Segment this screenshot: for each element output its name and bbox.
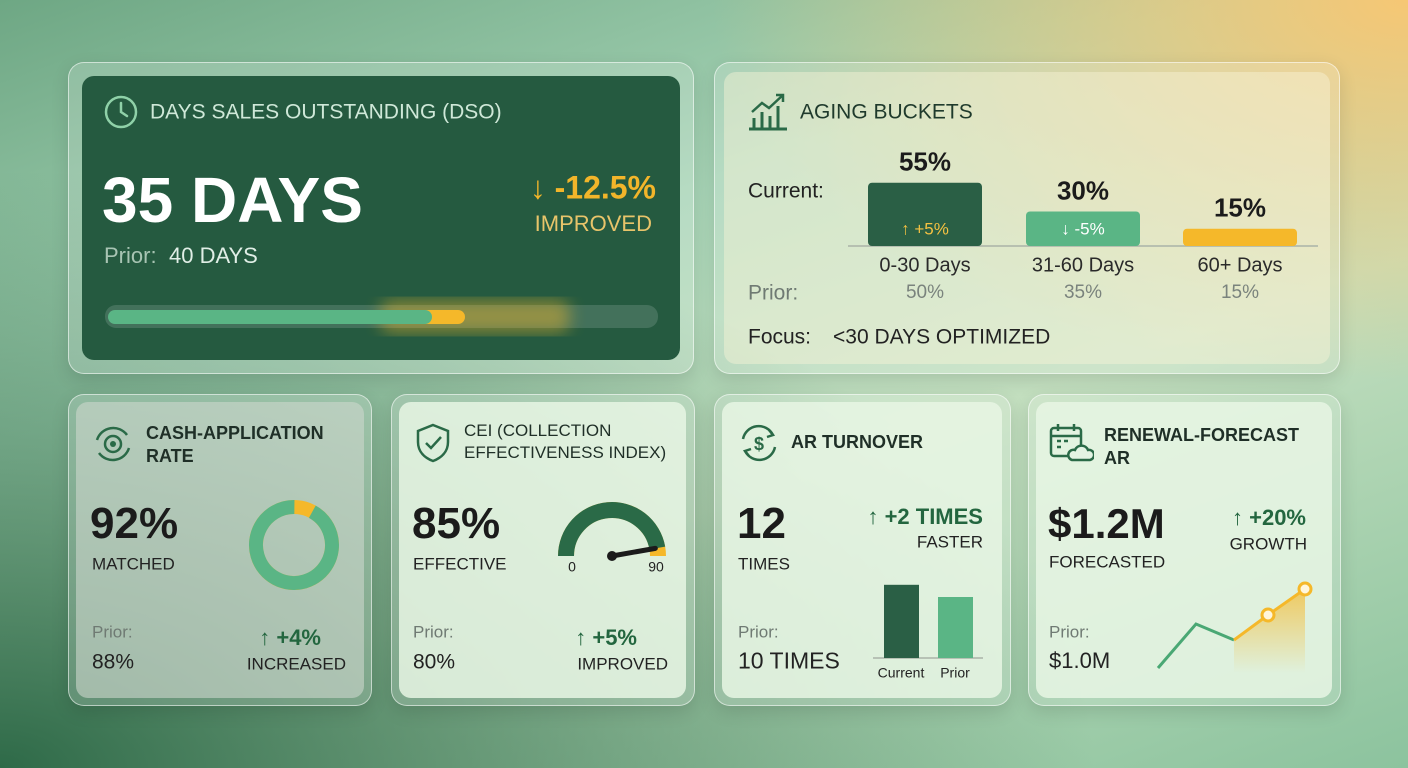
cash-icon — [95, 426, 131, 462]
aging-prior: 15% — [1221, 282, 1259, 303]
ar-prior-value: 10 TIMES — [738, 647, 840, 674]
gauge-arc — [558, 502, 666, 557]
aging-bar — [868, 182, 982, 246]
renewal-change-label: GROWTH — [1229, 534, 1307, 554]
ar-prior-label: Prior: — [738, 622, 779, 642]
gauge-min-label: 0 — [568, 559, 576, 575]
aging-change: ↑ +5% — [901, 219, 949, 238]
dso-prior-value: 40 DAYS — [169, 242, 258, 268]
cash-prior-value: 88% — [92, 650, 135, 674]
cei-value-label: EFFECTIVE — [413, 554, 507, 574]
trend-sparkline — [1156, 581, 1313, 673]
ar-title: AR TURNOVER — [791, 432, 924, 453]
ar-bar-label: Prior — [940, 665, 970, 681]
renewal-value-label: FORECASTED — [1049, 552, 1166, 572]
ar-bar — [938, 597, 973, 658]
calendar-icon — [1049, 424, 1094, 462]
cash-change-label: INCREASED — [246, 654, 346, 674]
renewal-title: RENEWAL-FORECAST AR — [1104, 425, 1299, 468]
dso-change-label: IMPROVED — [534, 210, 652, 236]
cash-change: ↑ +4% — [259, 624, 321, 650]
cei-change-label: IMPROVED — [577, 654, 668, 674]
aging-title: AGING BUCKETS — [800, 100, 973, 124]
dso-progress — [105, 300, 658, 333]
turnover-icon: $ — [741, 424, 777, 462]
cash-value: 92% — [90, 498, 179, 548]
aging-focus-label: Focus: — [748, 325, 812, 349]
aging-current-label: Current: — [748, 179, 824, 203]
renewal-value: $1.2M — [1048, 499, 1165, 547]
ar-change: ↑ +2 TIMES — [867, 503, 983, 529]
svg-text:$: $ — [754, 434, 764, 454]
aging-bucket-name: 31-60 Days — [1032, 254, 1134, 276]
ar-value-label: TIMES — [738, 554, 790, 574]
aging-bar — [1183, 228, 1297, 246]
donut-arc — [249, 500, 339, 590]
cei-title: CEI (COLLECTION EFFECTIVENESS INDEX) — [464, 421, 667, 462]
aging-value: 30% — [1057, 175, 1109, 205]
aging-prior: 50% — [906, 282, 944, 303]
gauge-max-label: 90 — [648, 559, 664, 575]
gauge-hub — [607, 551, 617, 561]
cash-prior-label: Prior: — [92, 622, 133, 642]
aging-change: ↓ -5% — [1061, 219, 1104, 238]
gauge-needle — [609, 545, 658, 559]
aging-prior-label: Prior: — [748, 281, 799, 305]
clock-icon — [104, 95, 138, 129]
dso-value: 35 DAYS — [102, 163, 363, 236]
aging-prior: 35% — [1064, 282, 1102, 303]
cash-title: CASH-APPLICATION RATE — [146, 423, 324, 466]
cei-prior-label: Prior: — [413, 622, 454, 642]
cei-change: ↑ +5% — [575, 624, 637, 650]
ar-change-label: FASTER — [916, 532, 983, 552]
dso-change: ↓ -12.5% — [529, 169, 656, 206]
cash-panel — [76, 402, 364, 698]
aging-bucket-name: 0-30 Days — [879, 254, 970, 276]
cei-prior-value: 80% — [413, 650, 456, 674]
dso-title: DAYS SALES OUTSTANDING (DSO) — [150, 100, 502, 124]
renewal-change: ↑ +20% — [1232, 504, 1306, 530]
aging-focus-value: <30 DAYS OPTIMIZED — [833, 325, 1051, 349]
cei-value: 85% — [412, 498, 501, 548]
ar-bar-label: Current — [878, 665, 925, 681]
cash-value-label: MATCHED — [92, 554, 175, 574]
ar-value: 12 — [737, 498, 786, 548]
chart-icon — [749, 93, 787, 131]
renewal-prior-value: $1.0M — [1049, 647, 1111, 673]
aging-value: 15% — [1214, 193, 1266, 223]
aging-bar — [1026, 211, 1140, 246]
shield-icon — [416, 423, 450, 463]
aging-value: 55% — [899, 147, 951, 177]
dso-prior-label: Prior: — [104, 242, 157, 268]
renewal-prior-label: Prior: — [1049, 622, 1090, 642]
ar-bar — [884, 584, 919, 658]
aging-bucket-name: 60+ Days — [1197, 254, 1282, 276]
